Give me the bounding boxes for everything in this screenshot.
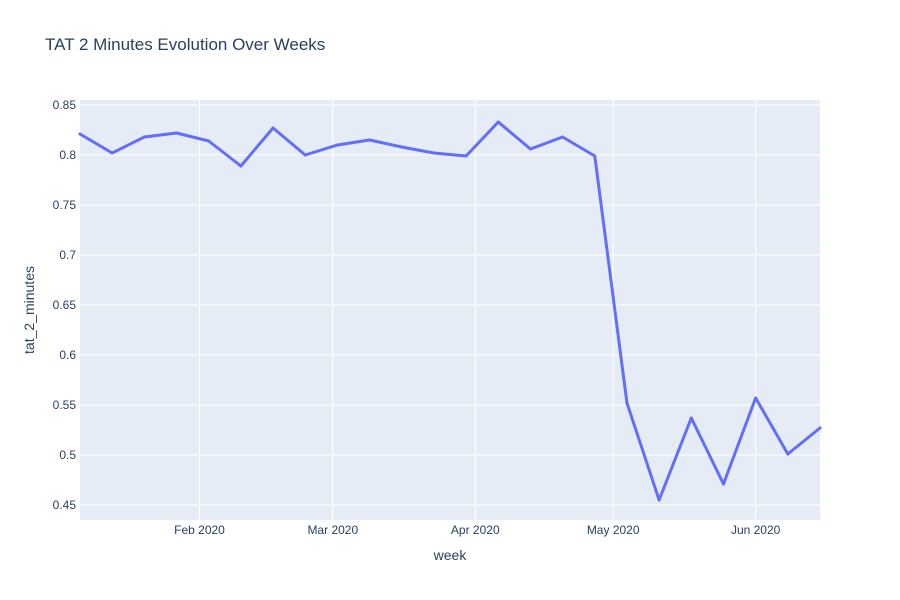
x-tick-label: Feb 2020 xyxy=(174,523,225,537)
data-point xyxy=(207,139,211,143)
data-point xyxy=(561,135,565,139)
y-tick-label: 0.7 xyxy=(59,248,76,262)
data-point xyxy=(271,126,275,130)
data-point xyxy=(689,416,693,420)
y-axis-ticks: 0.45 0.5 0.55 0.6 0.65 0.7 0.75 0.8 0.85 xyxy=(53,98,77,512)
series-line xyxy=(78,120,822,502)
data-point xyxy=(818,426,822,430)
series-layer xyxy=(78,120,822,502)
data-point xyxy=(239,164,243,168)
x-tick-label: Apr 2020 xyxy=(451,523,500,537)
data-point xyxy=(432,151,436,155)
data-point xyxy=(142,135,146,139)
data-point xyxy=(78,132,82,136)
y-tick-label: 0.5 xyxy=(59,448,76,462)
y-tick-label: 0.8 xyxy=(59,148,76,162)
x-tick-label: Jun 2020 xyxy=(731,523,781,537)
y-tick-label: 0.65 xyxy=(53,298,77,312)
x-tick-label: May 2020 xyxy=(587,523,640,537)
x-axis-ticks: Feb 2020 Mar 2020 Apr 2020 May 2020 Jun 2020 xyxy=(174,523,781,537)
data-point xyxy=(625,401,629,405)
data-point xyxy=(721,482,725,486)
y-tick-label: 0.55 xyxy=(53,398,77,412)
y-axis-title: tat_2_minutes xyxy=(21,266,37,354)
data-point xyxy=(593,154,597,158)
data-point xyxy=(754,396,758,400)
x-tick-label: Mar 2020 xyxy=(307,523,358,537)
chart-title: TAT 2 Minutes Evolution Over Weeks xyxy=(45,35,325,54)
data-point xyxy=(368,138,372,142)
y-tick-label: 0.6 xyxy=(59,348,76,362)
data-point xyxy=(657,498,661,502)
y-tick-label: 0.85 xyxy=(53,98,77,112)
data-point xyxy=(786,452,790,456)
plot-area xyxy=(80,100,820,520)
data-point xyxy=(464,154,468,158)
y-tick-label: 0.75 xyxy=(53,198,77,212)
grid-lines xyxy=(80,100,820,520)
data-point xyxy=(110,151,114,155)
data-point xyxy=(303,153,307,157)
data-point xyxy=(496,120,500,124)
data-point xyxy=(175,131,179,135)
data-point xyxy=(335,143,339,147)
y-tick-label: 0.45 xyxy=(53,498,77,512)
data-point xyxy=(400,145,404,149)
data-point xyxy=(528,147,532,151)
x-axis-title: week xyxy=(433,547,468,563)
